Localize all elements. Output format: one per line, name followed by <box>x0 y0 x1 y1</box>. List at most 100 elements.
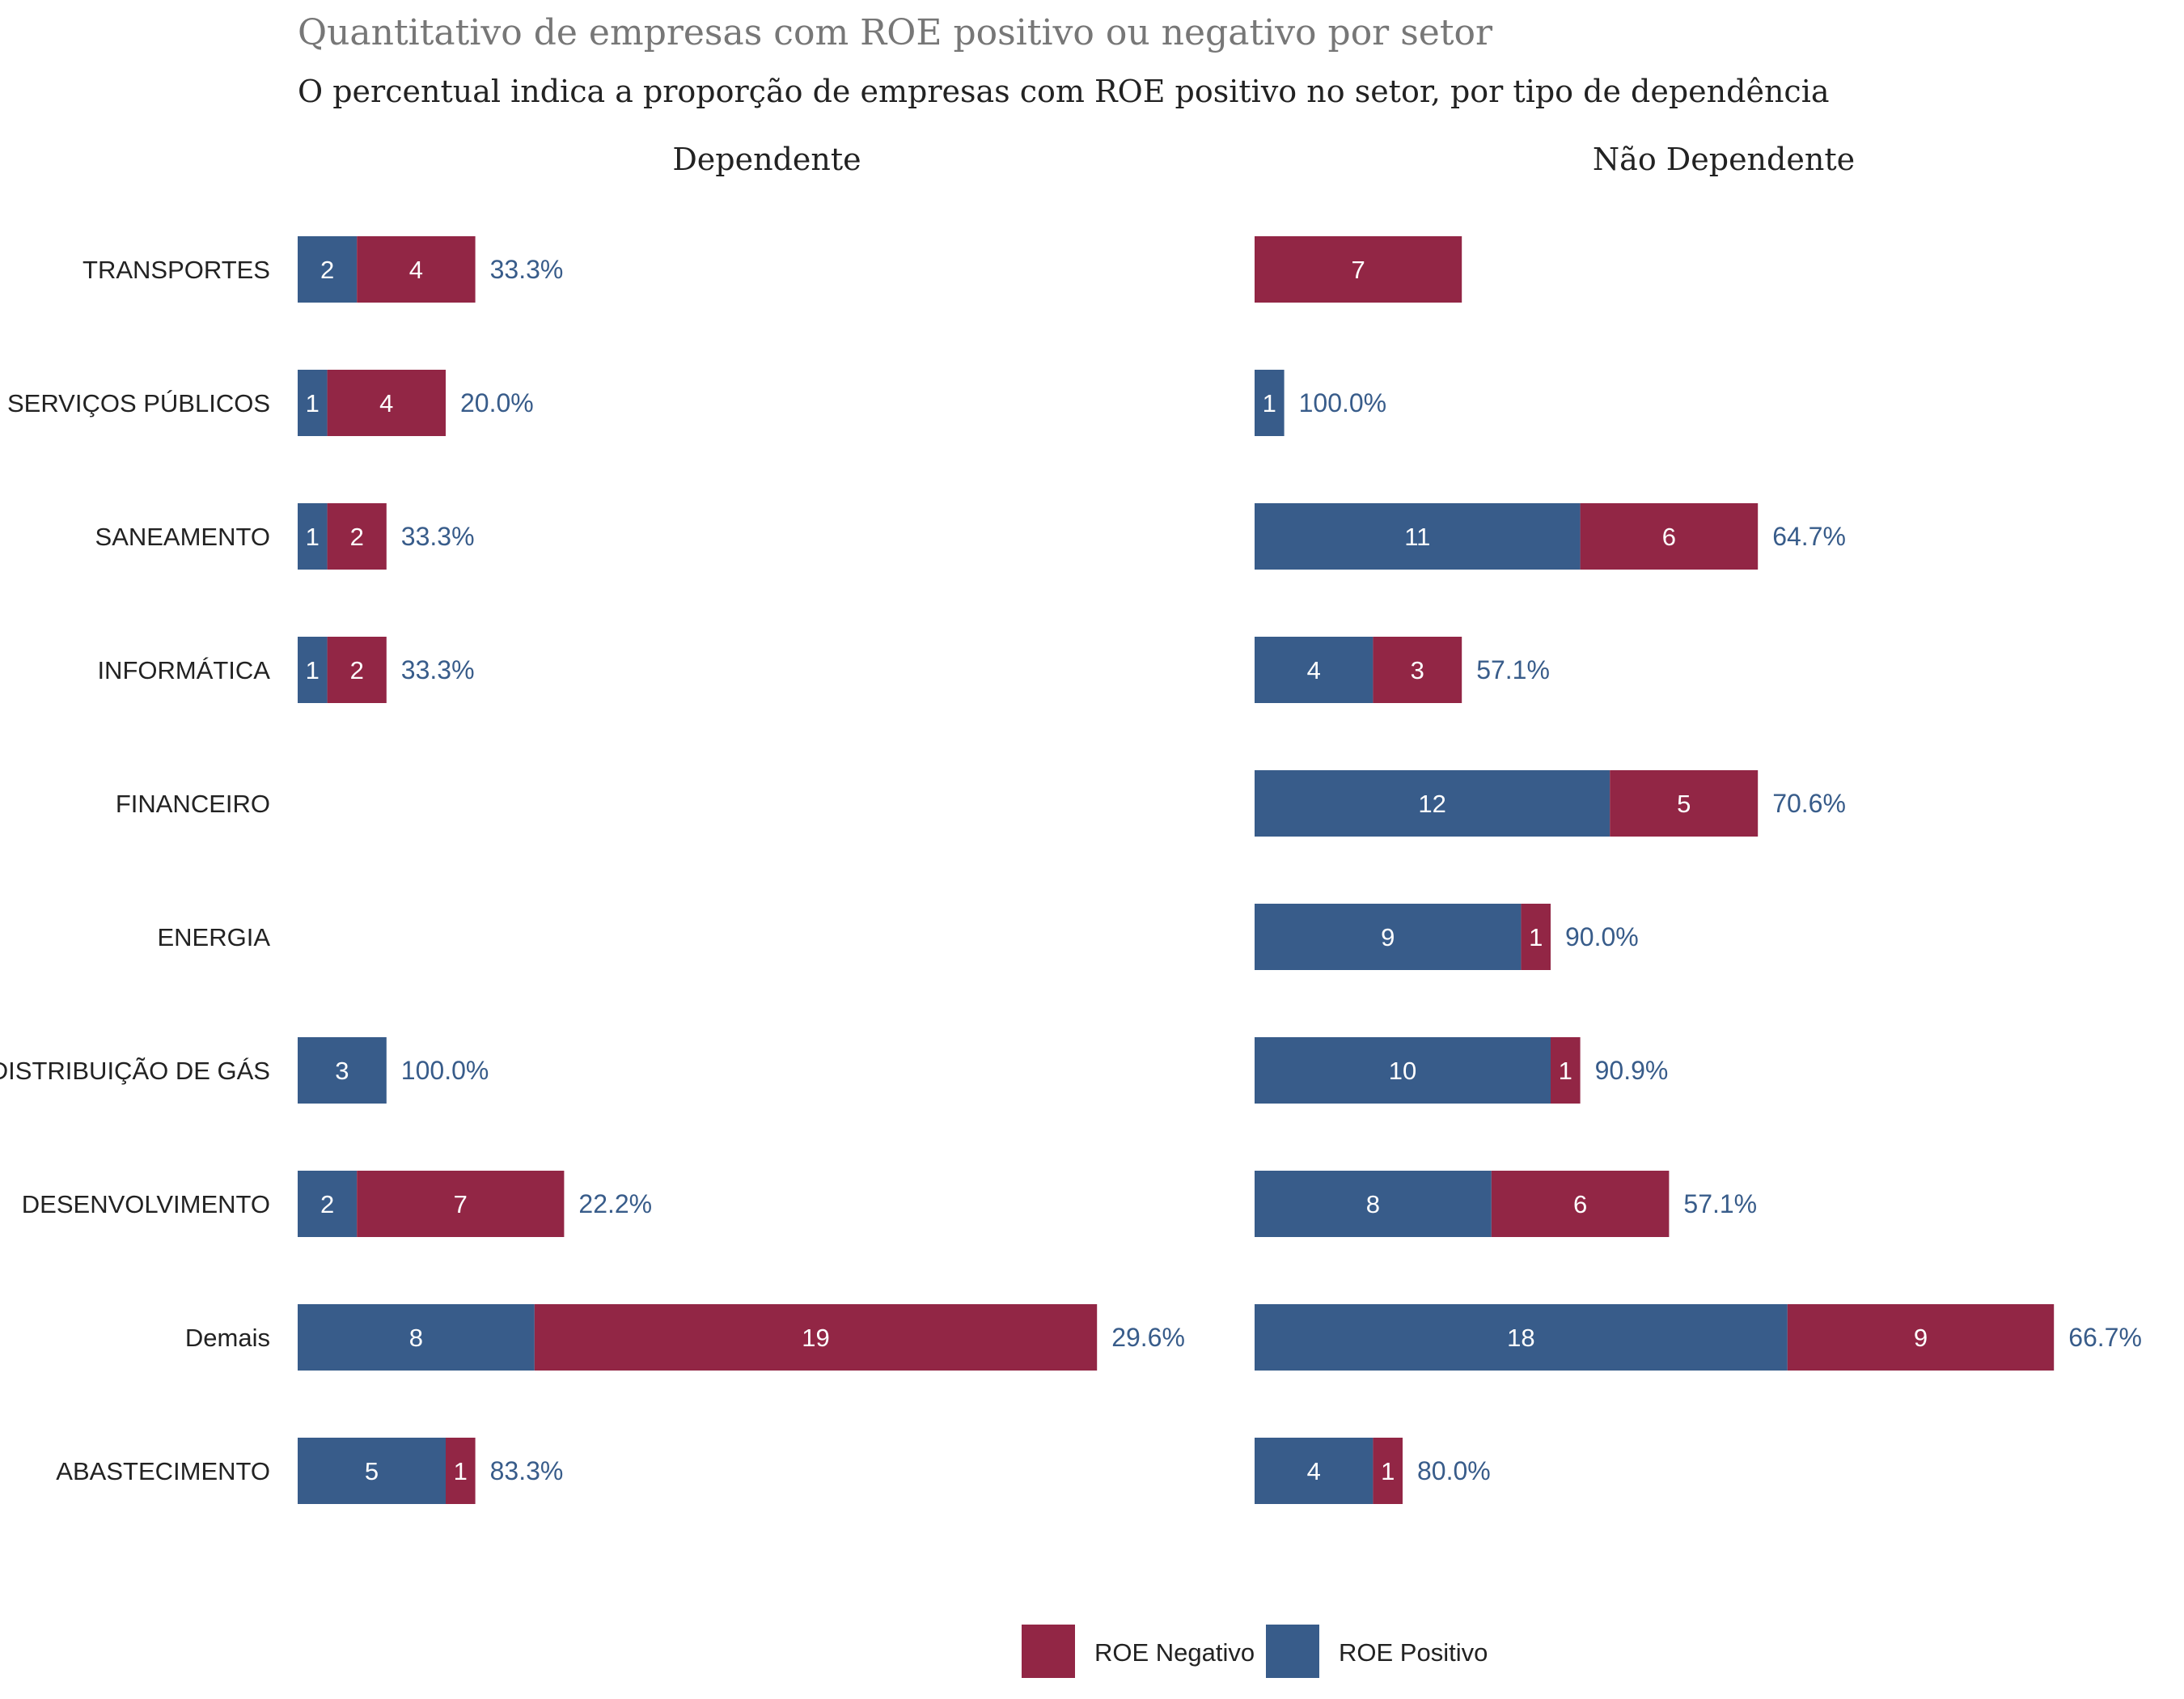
bar-negative-label: 6 <box>1573 1190 1587 1218</box>
percent-label: 100.0% <box>401 1056 489 1085</box>
bar-negative <box>446 1438 476 1504</box>
percent-label: 33.3% <box>490 255 564 284</box>
category-label: INFORMÁTICA <box>97 656 270 684</box>
panel-title: Não Dependente <box>1593 142 1855 177</box>
bar-negative <box>1255 236 1462 303</box>
bar-positive-label: 1 <box>306 523 320 551</box>
bar-positive-label: 10 <box>1389 1057 1416 1085</box>
percent-label: 80.0% <box>1417 1456 1491 1485</box>
legend-label: ROE Positivo <box>1339 1638 1488 1667</box>
percent-label: 64.7% <box>1772 522 1846 551</box>
bar-negative-label: 4 <box>379 389 393 417</box>
category-label: SANEAMENTO <box>95 523 270 551</box>
bar-positive-label: 12 <box>1418 790 1445 818</box>
bar-negative <box>1787 1304 2055 1371</box>
bar-negative-label: 1 <box>454 1457 468 1485</box>
percent-label: 33.3% <box>401 522 475 551</box>
bar-positive <box>298 1037 387 1104</box>
bar-negative-label: 3 <box>1411 656 1424 684</box>
percent-label: 100.0% <box>1299 388 1387 417</box>
bar-negative-label: 1 <box>1529 923 1543 951</box>
bar-negative <box>1580 503 1759 570</box>
bar-negative <box>327 370 446 436</box>
bar-negative-label: 1 <box>1381 1457 1395 1485</box>
bar-negative-label: 7 <box>1351 256 1365 284</box>
bar-positive <box>298 236 358 303</box>
category-label: ABASTECIMENTO <box>56 1457 270 1485</box>
bar-positive-label: 4 <box>1307 656 1321 684</box>
percent-label: 70.6% <box>1772 789 1846 818</box>
bar-positive-label: 2 <box>320 256 334 284</box>
bar-positive <box>1255 637 1373 703</box>
percent-label: 33.3% <box>401 655 475 684</box>
category-labels: TRANSPORTES SERVIÇOS PÚBLICOS SANEAMENTO IN… <box>0 256 270 1485</box>
bar-positive-label: 9 <box>1381 923 1395 951</box>
bar-negative-label: 7 <box>454 1190 468 1218</box>
bar-negative <box>1373 1438 1403 1504</box>
bar-negative-label: 5 <box>1677 790 1691 818</box>
legend-swatch <box>1266 1625 1319 1678</box>
bar-positive-label: 3 <box>335 1057 349 1085</box>
bar-positive <box>1255 370 1285 436</box>
bar-positive-label: 5 <box>365 1457 379 1485</box>
percent-label: 22.2% <box>578 1189 652 1218</box>
bar-positive <box>1255 770 1610 837</box>
category-label: FINANCEIRO <box>116 790 270 818</box>
percent-label: 83.3% <box>490 1456 564 1485</box>
bar-negative <box>327 503 387 570</box>
bar-positive <box>1255 1304 1788 1371</box>
legend-swatch <box>1022 1625 1075 1678</box>
bar-positive-label: 18 <box>1507 1324 1534 1352</box>
bar-positive <box>298 1171 358 1237</box>
bar-positive-label: 1 <box>1263 389 1276 417</box>
category-label: DESENVOLVIMENTO <box>22 1190 270 1218</box>
bar-negative-label: 4 <box>409 256 423 284</box>
bar-negative <box>1521 904 1551 970</box>
category-label: TRANSPORTES <box>83 256 270 284</box>
category-label: DISTRIBUIÇÃO DE GÁS <box>0 1057 270 1085</box>
bar-negative <box>357 1171 565 1237</box>
bar-positive <box>298 1438 446 1504</box>
bar-negative <box>1491 1171 1670 1237</box>
bar-negative-label: 2 <box>350 523 364 551</box>
bar-negative <box>327 637 387 703</box>
bar-negative <box>357 236 476 303</box>
legend: ROE Negativo ROE Positivo <box>1022 1625 1488 1678</box>
bar-negative-label: 2 <box>350 656 364 684</box>
bar-positive <box>298 637 328 703</box>
bar-positive <box>298 1304 535 1371</box>
bar-positive-label: 11 <box>1404 523 1430 551</box>
category-label: SERVIÇOS PÚBLICOS <box>7 389 270 417</box>
bar-negative <box>534 1304 1098 1371</box>
bar-negative <box>1373 637 1462 703</box>
percent-label: 57.1% <box>1683 1189 1757 1218</box>
panel-title: Dependente <box>672 142 861 177</box>
bar-negative-label: 9 <box>1914 1324 1928 1352</box>
percent-label: 57.1% <box>1476 655 1550 684</box>
bar-negative-label: 1 <box>1559 1057 1572 1085</box>
panel: Dependente 2 4 33.3% 1 4 20.0% 1 2 33.3% 1 2 33.3% 3 1… <box>298 142 1185 1504</box>
percent-label: 20.0% <box>460 388 534 417</box>
bar-positive <box>1255 1438 1373 1504</box>
bar-negative <box>1610 770 1759 837</box>
percent-label: 66.7% <box>2068 1323 2142 1352</box>
bar-positive-label: 1 <box>306 389 320 417</box>
bar-positive <box>1255 904 1522 970</box>
bar-positive-label: 4 <box>1307 1457 1321 1485</box>
bar-positive-label: 1 <box>306 656 320 684</box>
bar-negative-label: 19 <box>802 1324 829 1352</box>
chart-subtitle: O percentual indica a proporção de empre… <box>298 74 1830 109</box>
category-label: Demais <box>185 1324 270 1352</box>
percent-label: 90.9% <box>1595 1056 1669 1085</box>
bar-negative <box>1551 1037 1581 1104</box>
bar-positive <box>1255 1037 1551 1104</box>
bar-positive-label: 2 <box>320 1190 334 1218</box>
percent-label: 90.0% <box>1565 922 1639 951</box>
category-label: ENERGIA <box>157 923 270 951</box>
bar-positive-label: 8 <box>409 1324 423 1352</box>
bar-positive <box>1255 503 1581 570</box>
legend-label: ROE Negativo <box>1094 1638 1255 1667</box>
bar-positive-label: 8 <box>1366 1190 1380 1218</box>
